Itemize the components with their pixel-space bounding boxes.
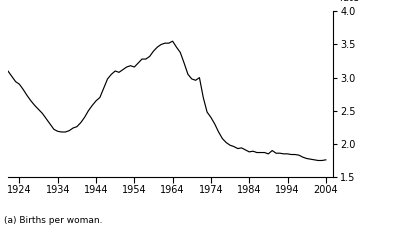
Text: (a) Births per woman.: (a) Births per woman. (4, 216, 102, 225)
Text: rate: rate (339, 0, 359, 3)
